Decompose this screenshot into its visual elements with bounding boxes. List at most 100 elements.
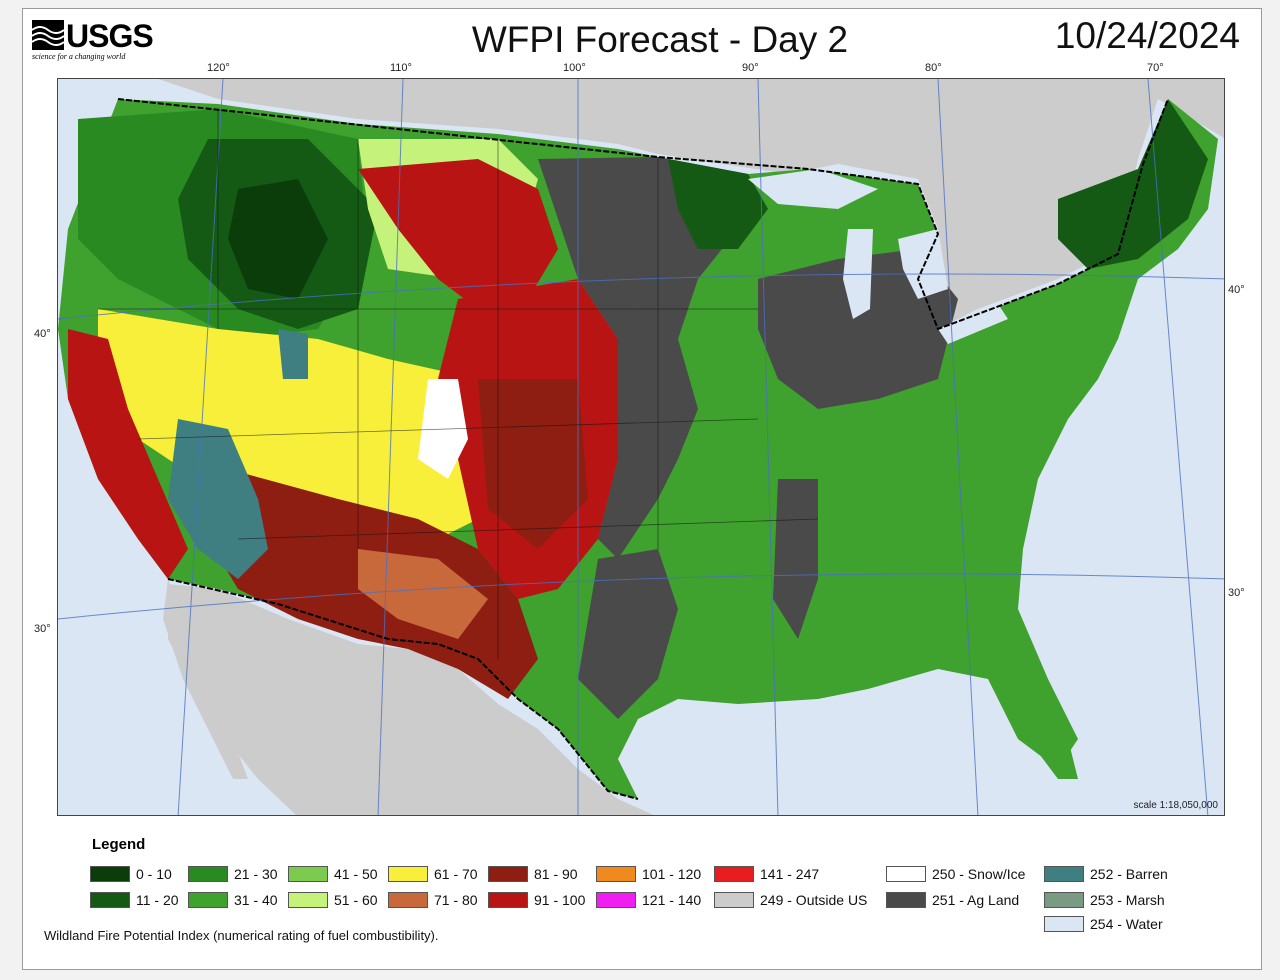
legend-swatch xyxy=(288,866,328,882)
legend-label: 0 - 10 xyxy=(136,866,172,882)
legend-swatch xyxy=(90,866,130,882)
legend-item: 101 - 120 xyxy=(596,865,701,883)
legend-label: 101 - 120 xyxy=(642,866,702,882)
legend-item: 11 - 20 xyxy=(90,891,179,909)
lake-erie xyxy=(938,304,1008,344)
ag-land-cornbelt xyxy=(758,249,958,409)
legend-label: 91 - 100 xyxy=(534,892,586,908)
legend-label: 121 - 140 xyxy=(642,892,702,908)
southwest-orange xyxy=(358,549,488,639)
legend-item: 41 - 50 xyxy=(288,865,378,883)
northeast-forest xyxy=(1058,99,1208,269)
legend-swatch xyxy=(596,866,636,882)
map-scale: scale 1:18,050,000 xyxy=(1133,800,1218,811)
legend-item: 252 - Barren xyxy=(1044,865,1168,883)
longitude-label: 100° xyxy=(563,62,586,74)
ag-land-dakotas xyxy=(538,157,748,559)
graticule-lines xyxy=(58,79,1224,815)
legend-swatch xyxy=(488,892,528,908)
legend-label: 51 - 60 xyxy=(334,892,378,908)
legend-swatch xyxy=(188,866,228,882)
legend-item: 71 - 80 xyxy=(388,891,478,909)
legend-swatch xyxy=(1044,866,1084,882)
ag-land-southplains xyxy=(578,549,678,719)
legend-swatch xyxy=(188,892,228,908)
longitude-label: 80° xyxy=(925,62,942,74)
legend-swatch xyxy=(1044,916,1084,932)
legend-item: 31 - 40 xyxy=(188,891,278,909)
legend-item: 0 - 10 xyxy=(90,865,172,883)
logo-tagline: science for a changing world xyxy=(32,52,126,61)
legend-item: 51 - 60 xyxy=(288,891,378,909)
legend-label: 252 - Barren xyxy=(1090,866,1168,882)
minnesota-forest xyxy=(668,159,768,249)
california-red xyxy=(68,329,188,579)
latitude-label: 30° xyxy=(1228,587,1245,599)
legend-label: 81 - 90 xyxy=(534,866,578,882)
legend-swatch xyxy=(288,892,328,908)
legend-item: 250 - Snow/Ice xyxy=(886,865,1025,883)
central-plains-brown xyxy=(478,379,588,549)
canada-land xyxy=(158,79,1224,329)
legend-label: 249 - Outside US xyxy=(760,892,868,908)
legend-swatch xyxy=(90,892,130,908)
logo-text: USGS xyxy=(66,18,154,54)
wfpi-map[interactable]: scale 1:18,050,000 xyxy=(57,78,1225,816)
legend-item: 141 - 247 xyxy=(714,865,819,883)
forecast-date: 10/24/2024 xyxy=(1054,15,1240,56)
legend-label: 253 - Marsh xyxy=(1090,892,1165,908)
legend-title: Legend xyxy=(92,836,146,853)
legend-swatch xyxy=(596,892,636,908)
legend-item: 249 - Outside US xyxy=(714,891,867,909)
legend-swatch xyxy=(1044,892,1084,908)
us-border xyxy=(117,98,1169,331)
latitude-label: 30° xyxy=(34,623,51,635)
longitude-label: 120° xyxy=(207,62,230,74)
legend-item: 254 - Water xyxy=(1044,915,1163,933)
legend-label: 31 - 40 xyxy=(234,892,278,908)
legend-item: 253 - Marsh xyxy=(1044,891,1165,909)
legend-swatch xyxy=(886,892,926,908)
legend-swatch xyxy=(886,866,926,882)
legend-label: 250 - Snow/Ice xyxy=(932,866,1026,882)
legend-item: 91 - 100 xyxy=(488,891,585,909)
lake-huron xyxy=(898,229,948,299)
legend-label: 71 - 80 xyxy=(434,892,478,908)
footnote: Wildland Fire Potential Index (numerical… xyxy=(44,928,439,943)
mexico-border xyxy=(167,578,639,800)
map-title: WFPI Forecast - Day 2 xyxy=(471,19,849,60)
longitude-label: 110° xyxy=(390,62,412,74)
map-canvas xyxy=(58,79,1224,815)
lake-superior xyxy=(748,169,878,209)
mexico-land xyxy=(168,584,654,815)
legend-label: 251 - Ag Land xyxy=(932,892,1020,908)
state-borders xyxy=(98,109,819,659)
florida xyxy=(998,669,1078,779)
legend-label: 41 - 50 xyxy=(334,866,378,882)
usgs-wave-icon xyxy=(32,20,64,50)
legend-item: 61 - 70 xyxy=(388,865,478,883)
legend-label: 141 - 247 xyxy=(760,866,820,882)
latitude-label: 40° xyxy=(34,328,51,340)
barren-utah xyxy=(278,329,308,379)
legend-label: 61 - 70 xyxy=(434,866,478,882)
legend-item: 21 - 30 xyxy=(188,865,278,883)
usgs-logo: USGS science for a changing world xyxy=(32,18,172,66)
idaho-darkest xyxy=(228,179,328,299)
legend-swatch xyxy=(388,866,428,882)
legend-item: 81 - 90 xyxy=(488,865,578,883)
legend-swatch xyxy=(714,892,754,908)
montana-red xyxy=(358,159,558,309)
legend-swatch xyxy=(714,866,754,882)
legend-label: 21 - 30 xyxy=(234,866,278,882)
legend-item: 251 - Ag Land xyxy=(886,891,1019,909)
legend-label: 11 - 20 xyxy=(136,892,179,908)
legend-swatch xyxy=(488,866,528,882)
great-basin-yellow xyxy=(98,309,498,549)
legend-swatch xyxy=(388,892,428,908)
legend-label: 254 - Water xyxy=(1090,916,1163,932)
longitude-label: 90° xyxy=(742,62,759,74)
longitude-label: 70° xyxy=(1147,62,1164,74)
baja-land xyxy=(163,579,248,779)
